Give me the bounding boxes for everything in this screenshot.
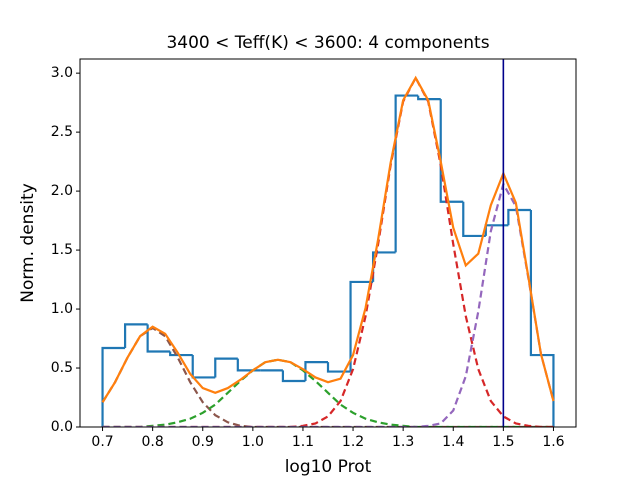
x-tick-label: 1.4 (442, 434, 464, 450)
plot-frame (79, 58, 577, 428)
y-tick-label: 3.0 (51, 65, 73, 81)
y-tick-label: 0.5 (51, 360, 73, 376)
histogram-step (304, 361, 328, 381)
y-tick-label: 2.5 (51, 124, 73, 140)
x-tick-label: 1.0 (242, 434, 264, 450)
histogram-step (169, 351, 193, 357)
y-tick-label: 2.0 (51, 183, 73, 199)
y-axis-label: Norm. density (18, 183, 38, 303)
histogram-step (394, 94, 419, 253)
histogram-step (146, 324, 171, 353)
histogram-step (101, 346, 126, 427)
total-curve (101, 75, 555, 403)
histogram-step (191, 355, 216, 379)
component-curve (102, 358, 554, 427)
y-tick-label: 1.5 (51, 242, 73, 258)
x-tick-label: 0.7 (91, 434, 113, 450)
histogram-step (462, 201, 486, 238)
histogram-step (214, 357, 238, 378)
y-tick-label: 1.0 (51, 301, 73, 317)
component-curve (102, 75, 554, 427)
histogram-step (439, 99, 464, 203)
x-tick-label: 1.5 (492, 434, 514, 450)
x-tick-label: 1.3 (392, 434, 414, 450)
x-axis-label: log10 Prot (285, 457, 372, 477)
y-tick-label: 0.0 (51, 419, 73, 435)
histogram-step (281, 370, 306, 383)
x-tick-label: 1.1 (292, 434, 314, 450)
histogram-step (417, 95, 441, 101)
histogram-step (123, 323, 148, 348)
histogram-step (326, 362, 351, 373)
x-tick-label: 1.2 (342, 434, 364, 450)
histogram-step (484, 224, 509, 236)
x-tick-label: 1.6 (542, 434, 564, 450)
histogram-step (507, 208, 531, 226)
x-tick-label: 0.8 (142, 434, 164, 450)
x-tick-label: 0.9 (192, 434, 214, 450)
chart-title: 3400 < Teff(K) < 3600: 4 components (166, 33, 489, 53)
histogram-step (349, 280, 374, 372)
